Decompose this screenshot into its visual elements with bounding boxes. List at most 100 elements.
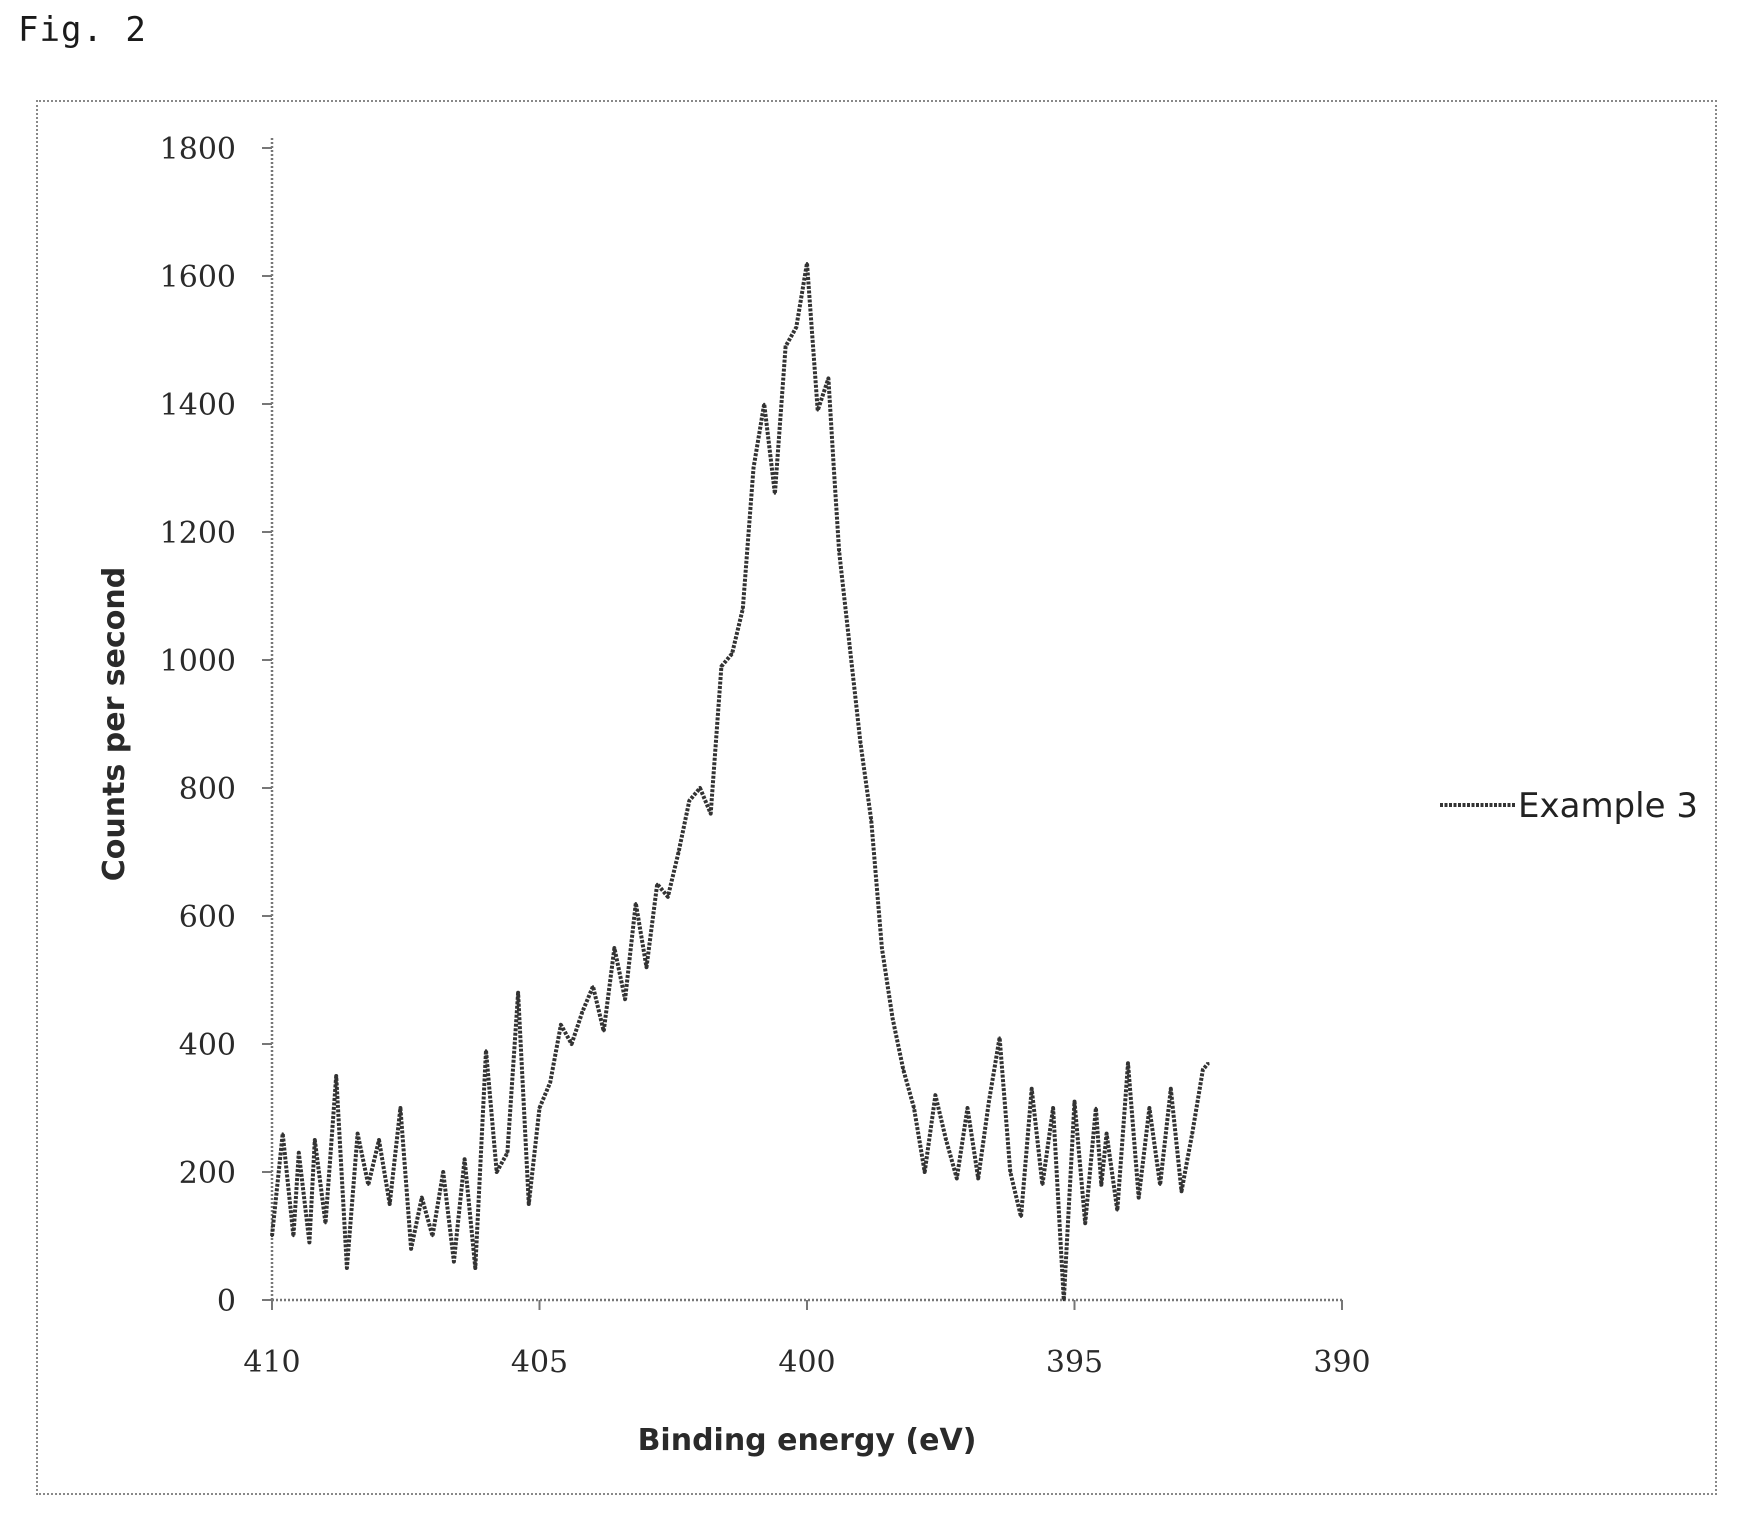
data-point — [463, 1158, 466, 1161]
data-point — [1084, 1222, 1087, 1225]
data-point — [324, 1222, 327, 1225]
y-tick-label: 1800 — [160, 132, 236, 167]
data-point — [335, 1074, 338, 1078]
data-point — [1137, 1196, 1140, 1199]
x-tick-label: 405 — [511, 1345, 568, 1380]
y-tick-label: 400 — [179, 1028, 236, 1063]
data-point — [645, 966, 648, 969]
data-point — [270, 1234, 274, 1238]
data-point — [987, 1100, 991, 1103]
data-point — [549, 1081, 552, 1084]
data-point — [880, 946, 884, 950]
data-point — [602, 1030, 605, 1033]
data-point — [1051, 1106, 1055, 1110]
data-point — [388, 1202, 391, 1206]
x-tick-label: 410 — [243, 1345, 300, 1380]
y-tick-label: 200 — [179, 1156, 236, 1191]
data-point — [944, 1138, 948, 1142]
data-point — [977, 1177, 980, 1180]
data-point — [891, 1017, 894, 1020]
data-point — [827, 377, 830, 380]
data-point — [634, 902, 637, 905]
data-point — [1126, 1062, 1130, 1065]
y-tick-label: 600 — [179, 900, 236, 935]
data-point — [313, 1138, 316, 1142]
data-point — [805, 262, 809, 265]
data-point — [1207, 1062, 1210, 1065]
y-tick-label: 1600 — [160, 260, 236, 295]
data-point — [1030, 1087, 1033, 1091]
data-point — [784, 345, 787, 348]
data-point — [795, 326, 798, 329]
data-point — [709, 812, 712, 815]
data-point — [1148, 1106, 1151, 1110]
data-point — [1073, 1100, 1076, 1103]
data-point — [506, 1151, 509, 1155]
data-point — [934, 1094, 937, 1097]
data-point — [420, 1196, 423, 1199]
data-point — [1062, 1298, 1066, 1302]
data-point — [409, 1247, 413, 1251]
data-point — [955, 1177, 958, 1180]
data-point — [998, 1036, 1001, 1039]
data-point — [474, 1266, 477, 1270]
chart-legend: Example 3 — [1440, 786, 1698, 826]
x-tick-label: 395 — [1046, 1345, 1103, 1380]
data-point — [495, 1170, 498, 1174]
data-point — [666, 895, 670, 898]
data-point — [773, 492, 777, 495]
y-tick-label: 1200 — [160, 516, 236, 551]
data-point — [356, 1132, 359, 1135]
data-point — [281, 1132, 284, 1135]
data-point — [516, 991, 520, 994]
data-point — [848, 646, 851, 649]
data-point — [912, 1106, 916, 1110]
y-tick-label: 800 — [179, 772, 236, 807]
y-axis-title: Counts per second — [97, 567, 132, 881]
data-point — [308, 1241, 311, 1244]
x-tick-label: 400 — [778, 1345, 835, 1380]
data-point — [452, 1260, 456, 1263]
data-point — [1100, 1183, 1103, 1187]
data-point — [902, 1068, 905, 1071]
data-point — [1019, 1215, 1023, 1219]
x-axis-title: Binding energy (eV) — [638, 1423, 977, 1458]
data-point — [484, 1049, 488, 1052]
data-point — [1169, 1087, 1173, 1091]
data-point — [859, 742, 862, 745]
data-point — [1158, 1183, 1162, 1187]
data-point — [752, 466, 755, 470]
chart-axes — [270, 138, 1342, 1302]
data-point — [656, 882, 659, 886]
data-point — [345, 1266, 349, 1270]
series-line — [270, 261, 1210, 1302]
data-point — [1191, 1132, 1194, 1135]
data-point — [720, 665, 723, 668]
data-point — [399, 1106, 402, 1110]
data-point — [966, 1106, 969, 1110]
data-point — [1201, 1068, 1205, 1071]
data-point — [559, 1023, 563, 1026]
y-tick-label: 1400 — [160, 388, 236, 423]
data-point — [741, 607, 744, 610]
data-point — [527, 1202, 530, 1206]
chart-frame — [36, 100, 1717, 1495]
data-point — [442, 1170, 445, 1174]
data-point — [698, 786, 702, 790]
data-point — [837, 550, 841, 553]
data-point — [1009, 1170, 1012, 1174]
data-point — [730, 652, 734, 655]
y-tick-label: 0 — [217, 1284, 236, 1319]
data-point — [1180, 1190, 1183, 1193]
chart-series — [270, 261, 1210, 1302]
data-point — [1105, 1132, 1108, 1135]
data-point — [581, 1010, 584, 1014]
data-point — [613, 946, 616, 950]
data-point — [688, 799, 691, 802]
data-point — [1041, 1183, 1044, 1187]
x-tick-label: 390 — [1313, 1345, 1370, 1380]
data-point — [623, 998, 627, 1001]
data-point — [677, 850, 680, 854]
y-tick-label: 1000 — [160, 644, 236, 679]
